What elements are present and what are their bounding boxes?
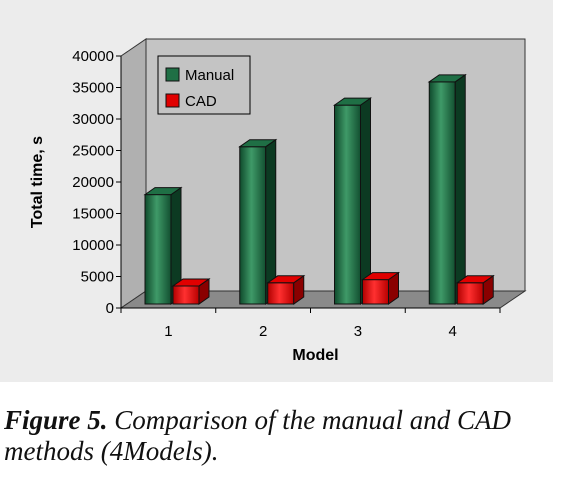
y-axis-title: Total time, s <box>29 136 46 228</box>
x-axis-title: Model <box>292 347 338 364</box>
bar-top-face <box>360 272 401 281</box>
y-tick-label: 25000 <box>72 143 114 160</box>
y-tick-label: 35000 <box>72 80 114 97</box>
bar-top-face <box>143 187 183 196</box>
bar-top-face <box>455 275 495 284</box>
y-tick-label: 15000 <box>72 206 114 223</box>
bar-cad-model-3 <box>360 271 401 305</box>
bar-front-face <box>362 279 389 305</box>
y-tick-label: 0 <box>106 300 114 317</box>
x-tick-label: 1 <box>164 323 172 340</box>
bar-cad-model-1 <box>171 277 211 305</box>
bar-top-face <box>427 74 467 83</box>
bar-front-face <box>239 146 267 305</box>
y-tick-label: 40000 <box>72 48 114 65</box>
x-tick-label: 4 <box>448 323 456 340</box>
bar-front-face <box>428 81 456 305</box>
bar-manual-model-2 <box>238 138 278 305</box>
bar-cad-model-2 <box>266 274 306 305</box>
bar-chart: 0 5000 10000 15000 20000 25000 30000 35000 40000… <box>29 38 527 364</box>
y-tick-label: 20000 <box>72 174 114 191</box>
bar-top-face <box>238 139 278 148</box>
caption-text: Comparison of the manual and CAD methods… <box>4 405 512 466</box>
bar-front-face <box>144 194 172 305</box>
bar-top-face <box>171 278 211 287</box>
bar-front-face <box>172 285 200 305</box>
legend-swatch-cad <box>165 93 180 108</box>
y-tick-label: 30000 <box>72 111 114 128</box>
bar-top-face <box>332 97 373 106</box>
legend-swatch-manual <box>165 67 180 82</box>
bar-manual-model-1 <box>143 186 183 305</box>
bar-manual-model-3 <box>332 97 373 305</box>
bar-cad-model-4 <box>455 274 495 305</box>
figure-caption: Figure 5. Comparison of the manual and C… <box>4 405 574 467</box>
bar-side-face <box>454 73 466 305</box>
bar-manual-model-4 <box>427 73 467 305</box>
x-tick-label: 2 <box>259 323 267 340</box>
chart-side-wall <box>120 38 147 309</box>
caption-label: Figure 5. <box>4 405 108 435</box>
legend-label-cad: CAD <box>185 93 217 110</box>
legend-label-manual: Manual <box>185 67 234 84</box>
bar-front-face <box>267 282 295 305</box>
bar-side-face <box>360 97 371 305</box>
y-tick-label: 5000 <box>81 269 114 286</box>
bar-front-face <box>456 282 484 305</box>
bar-top-face <box>266 275 306 284</box>
x-tick-label: 3 <box>354 323 362 340</box>
bar-front-face <box>334 104 361 305</box>
y-tick-label: 10000 <box>72 237 114 254</box>
